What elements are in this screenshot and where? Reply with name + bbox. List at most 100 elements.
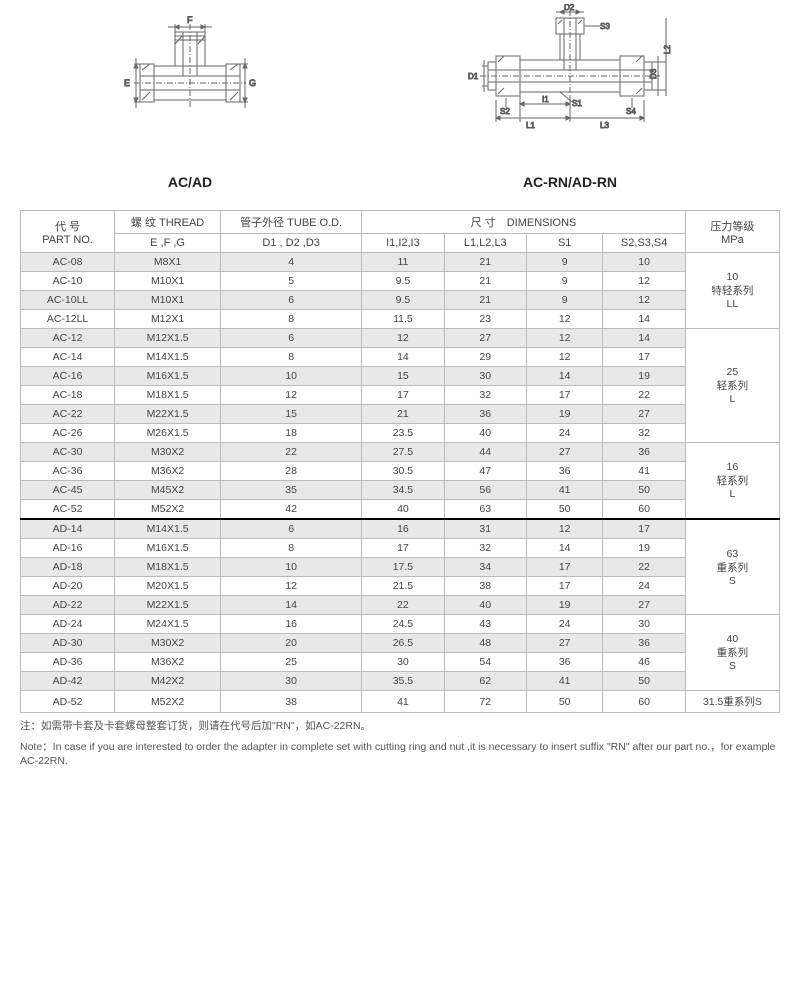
cell-i: 30.5	[362, 462, 444, 481]
cell-l: 32	[444, 539, 526, 558]
diagram-left-title: AC/AD	[168, 174, 212, 190]
cell-p: AC-26	[21, 424, 115, 443]
table-row: AC-12M12X1.561227121425 轻系列 L	[21, 329, 780, 348]
table-row: AC-14M14X1.5814291217	[21, 348, 780, 367]
table-row: AD-42M42X23035.5624150	[21, 672, 780, 691]
cell-t: M45X2	[115, 481, 221, 500]
cell-d: 12	[221, 386, 362, 405]
cell-d: 28	[221, 462, 362, 481]
cell-l: 23	[444, 310, 526, 329]
label-l1: L1	[526, 121, 535, 130]
table-row: AD-30M30X22026.5482736	[21, 634, 780, 653]
cell-i: 17.5	[362, 558, 444, 577]
cell-s2: 41	[603, 462, 685, 481]
cell-i: 9.5	[362, 272, 444, 291]
cell-i: 34.5	[362, 481, 444, 500]
cell-s2: 19	[603, 539, 685, 558]
cell-d: 4	[221, 253, 362, 272]
table-row: AC-36M36X22830.5473641	[21, 462, 780, 481]
cell-l: 47	[444, 462, 526, 481]
cell-t: M14X1.5	[115, 519, 221, 539]
cell-s1: 12	[526, 519, 602, 539]
cell-l: 44	[444, 443, 526, 462]
table-row: AC-26M26X1.51823.5402432	[21, 424, 780, 443]
cell-i: 35.5	[362, 672, 444, 691]
cell-l: 36	[444, 405, 526, 424]
cell-i: 40	[362, 500, 444, 520]
cell-s1: 17	[526, 577, 602, 596]
hdr-dims: 尺 寸 DIMENSIONS	[362, 211, 686, 234]
cell-s2: 12	[603, 272, 685, 291]
cell-s2: 19	[603, 367, 685, 386]
cell-t: M8X1	[115, 253, 221, 272]
cell-s1: 12	[526, 329, 602, 348]
cell-s1: 41	[526, 672, 602, 691]
cell-s1: 17	[526, 386, 602, 405]
cell-s2: 36	[603, 443, 685, 462]
cell-p: AC-08	[21, 253, 115, 272]
cell-l: 48	[444, 634, 526, 653]
cell-l: 40	[444, 596, 526, 615]
cell-d: 10	[221, 367, 362, 386]
cell-t: M24X1.5	[115, 615, 221, 634]
cell-t: M14X1.5	[115, 348, 221, 367]
cell-s2: 60	[603, 500, 685, 520]
cell-i: 11.5	[362, 310, 444, 329]
cell-l: 72	[444, 691, 526, 713]
cell-s2: 17	[603, 348, 685, 367]
cell-p: AC-14	[21, 348, 115, 367]
cell-t: M16X1.5	[115, 367, 221, 386]
cell-d: 42	[221, 500, 362, 520]
cell-l: 29	[444, 348, 526, 367]
cell-s1: 36	[526, 653, 602, 672]
table-row: AD-36M36X22530543646	[21, 653, 780, 672]
cell-p: AD-16	[21, 539, 115, 558]
cell-p: AC-22	[21, 405, 115, 424]
pressure-cell: 10 特轻系列 LL	[685, 253, 779, 329]
table-row: AD-24M24X1.51624.543243040 重系列 S	[21, 615, 780, 634]
table-row: AC-08M8X14112191010 特轻系列 LL	[21, 253, 780, 272]
cell-i: 21	[362, 405, 444, 424]
cell-l: 38	[444, 577, 526, 596]
cell-s2: 27	[603, 596, 685, 615]
table-row: AD-22M22X1.51422401927	[21, 596, 780, 615]
cell-t: M12X1	[115, 310, 221, 329]
table-row: AD-52M52X2384172506031.5重系列S	[21, 691, 780, 713]
cell-s1: 12	[526, 310, 602, 329]
cell-s2: 30	[603, 615, 685, 634]
pressure-cell: 40 重系列 S	[685, 615, 779, 691]
cell-s2: 22	[603, 558, 685, 577]
cell-p: AC-16	[21, 367, 115, 386]
cell-s1: 27	[526, 634, 602, 653]
cell-s1: 24	[526, 424, 602, 443]
hdr-thread-sub: E ,F ,G	[115, 234, 221, 253]
cell-p: AD-24	[21, 615, 115, 634]
cell-d: 6	[221, 291, 362, 310]
hdr-thread: 螺 纹 THREAD	[115, 211, 221, 234]
table-row: AD-18M18X1.51017.5341722	[21, 558, 780, 577]
cell-l: 32	[444, 386, 526, 405]
cell-d: 8	[221, 539, 362, 558]
cell-i: 23.5	[362, 424, 444, 443]
pressure-cell: 31.5重系列S	[685, 691, 779, 713]
cell-s1: 14	[526, 539, 602, 558]
cell-s1: 17	[526, 558, 602, 577]
cell-i: 22	[362, 596, 444, 615]
pressure-cell: 63 重系列 S	[685, 519, 779, 615]
cell-p: AC-18	[21, 386, 115, 405]
hdr-s1: S1	[526, 234, 602, 253]
cell-t: M22X1.5	[115, 596, 221, 615]
cell-t: M18X1.5	[115, 558, 221, 577]
table-row: AC-45M45X23534.5564150	[21, 481, 780, 500]
diagram-left: F E G AC/AD	[120, 14, 260, 190]
cell-p: AC-36	[21, 462, 115, 481]
cell-p: AD-22	[21, 596, 115, 615]
cell-s1: 9	[526, 253, 602, 272]
hdr-s2: S2,S3,S4	[603, 234, 685, 253]
label-f: F	[187, 15, 193, 25]
cell-d: 22	[221, 443, 362, 462]
cell-s2: 17	[603, 519, 685, 539]
hdr-tube-sub: D1 , D2 ,D3	[221, 234, 362, 253]
cell-d: 20	[221, 634, 362, 653]
cell-s2: 12	[603, 291, 685, 310]
